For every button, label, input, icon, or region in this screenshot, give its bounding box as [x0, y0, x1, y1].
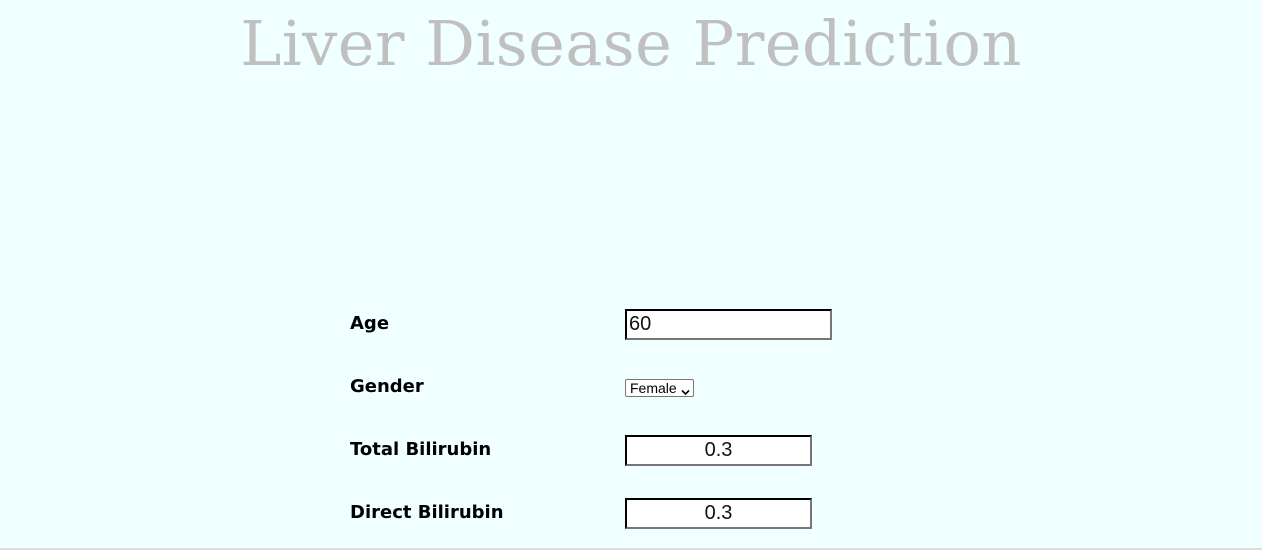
age-input[interactable]: [625, 309, 832, 340]
gender-label: Gender: [350, 376, 424, 397]
age-label: Age: [350, 313, 390, 334]
page-title: Liver Disease Prediction: [240, 7, 1022, 80]
total-bilirubin-label: Total Bilirubin: [350, 439, 492, 460]
gender-selected-value: Female: [630, 380, 677, 396]
age-row: Age: [350, 308, 1050, 340]
chevron-down-icon: [681, 384, 690, 395]
total-bilirubin-input[interactable]: [625, 435, 812, 466]
page-bottom-divider: [0, 548, 1262, 550]
total-bilirubin-row: Total Bilirubin: [350, 434, 1050, 466]
gender-row: Gender Female: [350, 371, 1050, 403]
direct-bilirubin-label: Direct Bilirubin: [350, 502, 504, 523]
gender-select[interactable]: Female: [625, 379, 694, 397]
direct-bilirubin-row: Direct Bilirubin: [350, 497, 1050, 529]
direct-bilirubin-input[interactable]: [625, 498, 812, 529]
